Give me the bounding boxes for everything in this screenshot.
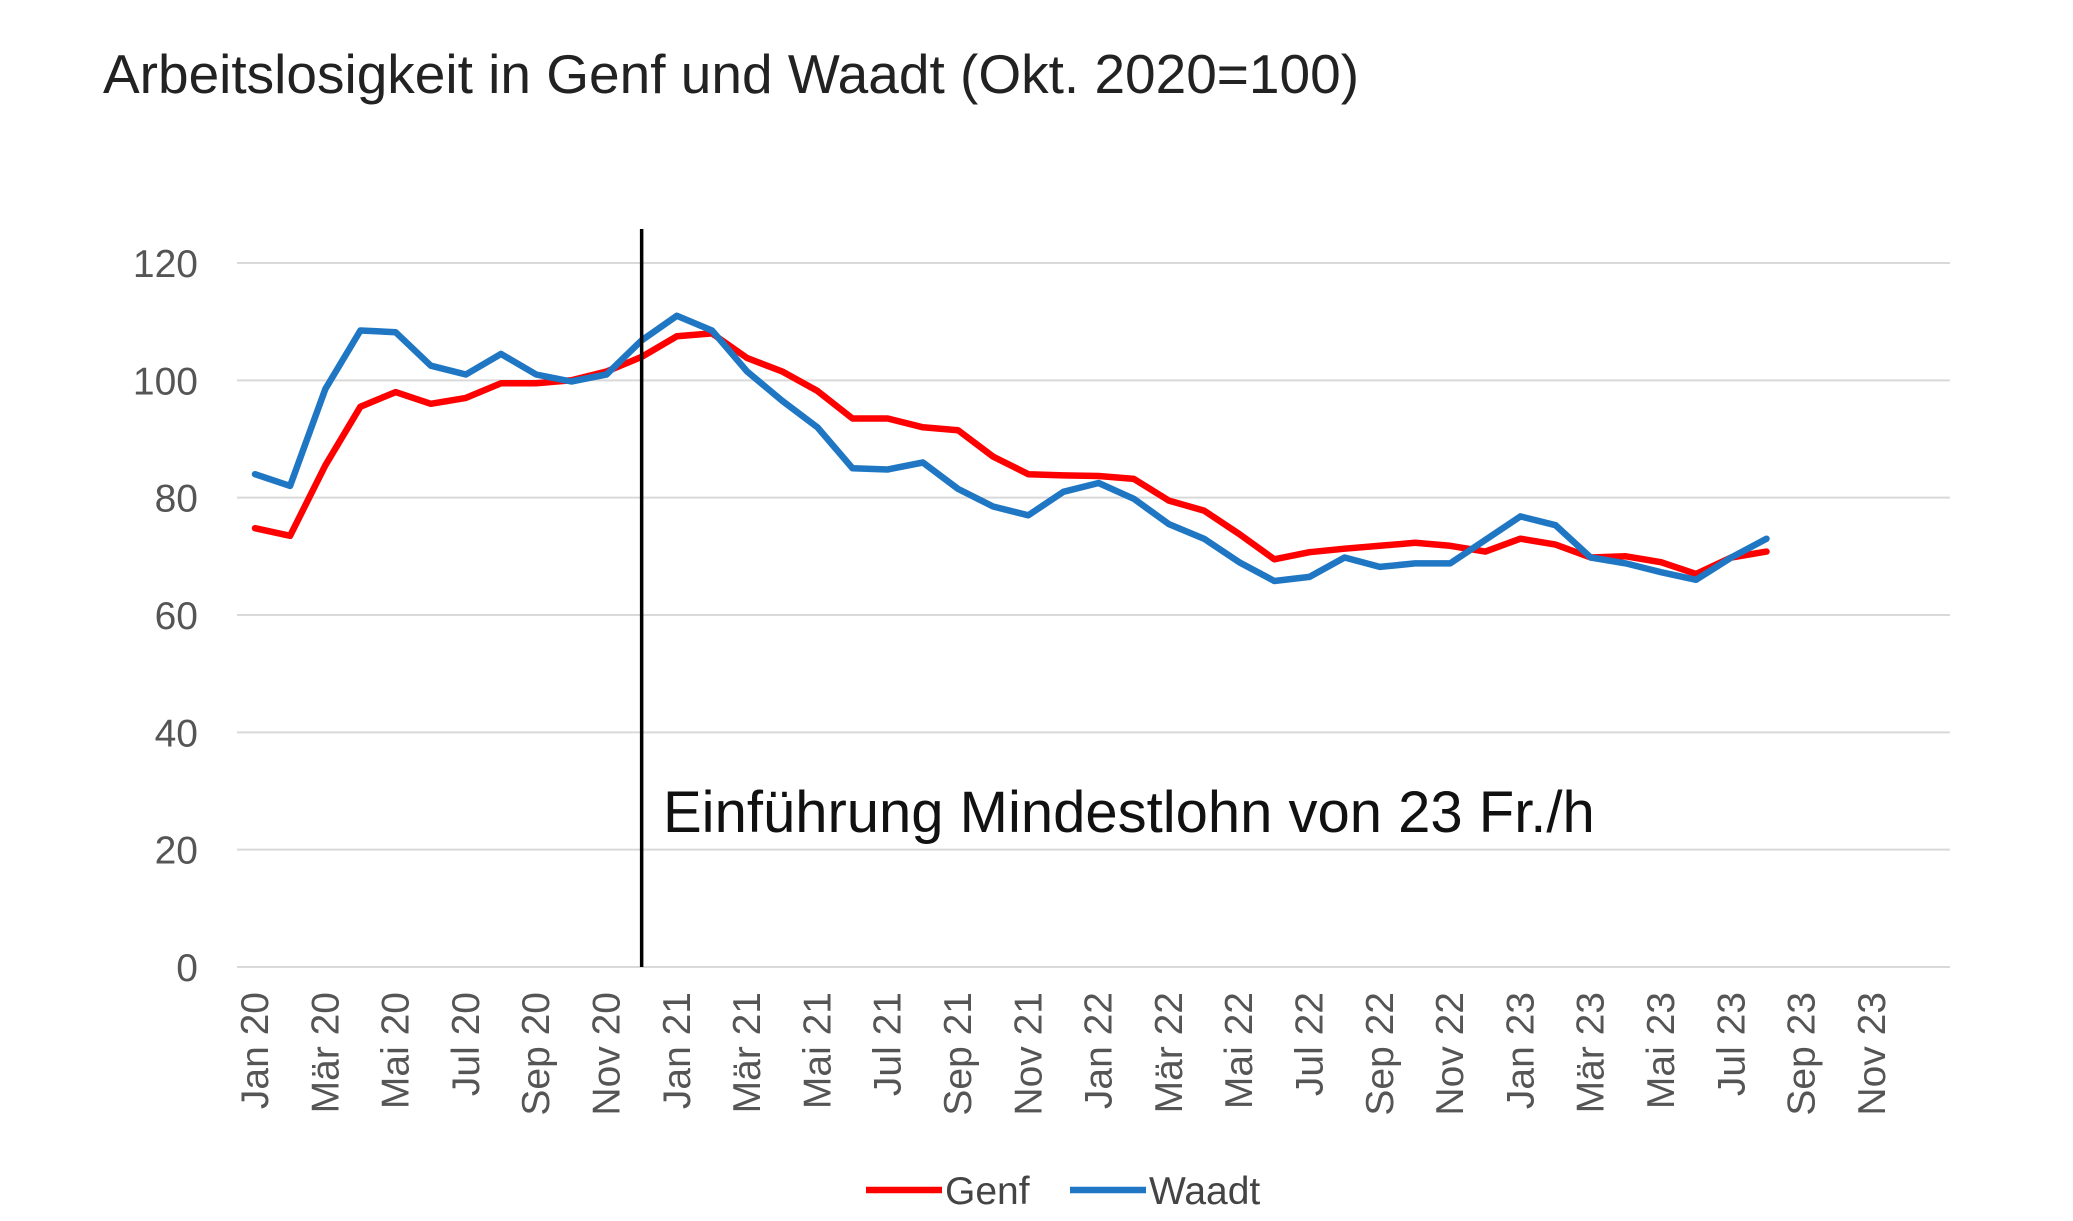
x-tick-label: Sep 22 [1359,992,1402,1116]
x-tick-label: Jan 20 [234,992,277,1109]
x-tick-label: Mai 20 [375,992,418,1109]
x-tick-label: Mär 23 [1570,992,1613,1113]
x-tick-label: Mai 23 [1640,992,1683,1109]
x-tick-label: Jan 21 [656,992,699,1109]
x-tick-label: Sep 21 [937,992,980,1116]
x-axis-ticks: Jan 20 Mär 20 Mai 20 Jul 20 Sep 20 Nov 20 Jan … [234,992,1894,1116]
x-tick-label: Nov 21 [1007,992,1050,1116]
y-tick-label: 0 [176,947,198,990]
y-tick-label: 60 [155,595,198,638]
x-tick-label: Mär 21 [726,992,769,1113]
x-tick-label: Nov 20 [586,992,629,1116]
x-tick-label: Jul 20 [445,992,488,1096]
legend-label-genf: Genf [945,1170,1030,1213]
x-tick-label: Mai 21 [796,992,839,1109]
x-tick-label: Mär 20 [304,992,347,1113]
series-line-genf [251,330,1770,578]
gridlines [237,262,1950,968]
y-tick-label: 40 [155,712,198,755]
legend-label-waadt: Waadt [1149,1170,1260,1213]
x-tick-label: Jul 21 [867,992,910,1096]
legend: Genf Waadt [866,1170,1260,1213]
x-tick-label: Jan 22 [1078,992,1121,1109]
series-lines [251,312,1770,585]
series-line-waadt [251,312,1770,585]
y-tick-label: 80 [155,478,198,521]
x-tick-label: Jul 23 [1710,992,1753,1096]
annotations: Einführung Mindestlohn von 23 Fr./h [639,229,1595,967]
y-tick-label: 120 [133,243,198,286]
x-tick-label: Sep 20 [515,992,558,1116]
annotation-text: Einführung Mindestlohn von 23 Fr./h [663,780,1595,845]
x-tick-label: Mär 22 [1148,992,1191,1113]
x-tick-label: Nov 22 [1429,992,1472,1116]
x-tick-label: Nov 23 [1851,992,1894,1116]
x-tick-label: Mai 22 [1218,992,1261,1109]
x-tick-label: Jul 22 [1289,992,1332,1096]
x-tick-label: Jan 23 [1499,992,1542,1109]
chart-title: Arbeitslosigkeit in Genf und Waadt (Okt.… [103,43,1360,105]
y-tick-label: 20 [155,830,198,873]
y-axis-ticks: 0 20 40 60 80 100 120 [133,243,198,990]
x-tick-label: Sep 23 [1781,992,1824,1116]
y-tick-label: 100 [133,360,198,403]
